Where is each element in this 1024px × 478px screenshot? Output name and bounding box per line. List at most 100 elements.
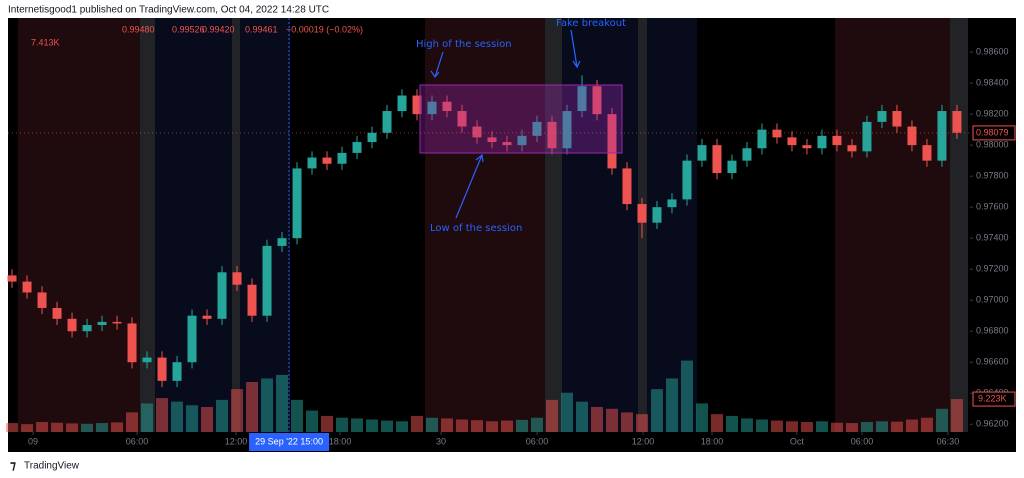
y-tick-label: 0.98000 — [976, 140, 1009, 150]
candle-body — [727, 160, 737, 174]
volume-bar — [351, 418, 364, 432]
volume-bar — [66, 423, 79, 432]
volume-bar — [156, 398, 169, 432]
candle-body — [442, 101, 452, 112]
candle-body — [262, 245, 272, 316]
volume-bar — [545, 399, 558, 432]
candle-body — [682, 160, 692, 200]
volume-bar — [905, 419, 918, 432]
volume-bar — [36, 422, 49, 432]
candle-body — [142, 357, 152, 363]
x-tick-label: 12:00 — [225, 436, 248, 446]
candle-body — [412, 95, 422, 115]
y-tick-label: 0.98200 — [976, 109, 1009, 119]
volume-bar — [770, 420, 783, 432]
candle-body — [742, 148, 752, 161]
volume-bar — [81, 423, 94, 432]
volume-bar — [141, 403, 154, 432]
x-tick-label: 06:00 — [526, 436, 549, 446]
candle-body — [322, 157, 332, 164]
volume-bar — [111, 422, 124, 432]
y-tick-label: 0.97800 — [976, 171, 1009, 181]
candle-body — [847, 145, 857, 152]
volume-bar — [590, 407, 603, 432]
candle-body — [817, 135, 827, 149]
x-tick-label: 06:30 — [937, 436, 960, 446]
x-tick-label: Oct — [790, 436, 805, 446]
candle-body — [607, 114, 617, 169]
volume-bar — [321, 415, 334, 432]
price-axis-bg — [970, 18, 1016, 432]
candle-body — [472, 126, 482, 138]
candle-body — [82, 325, 92, 332]
candle-body — [697, 145, 707, 161]
y-tick-label: 0.97000 — [976, 295, 1009, 305]
candle-body — [22, 281, 32, 293]
candle-body — [952, 111, 962, 133]
candle-body — [637, 204, 647, 223]
candle-body — [667, 199, 677, 208]
candle-body — [862, 121, 872, 152]
volume-bar — [950, 399, 963, 432]
volume-bar — [875, 421, 888, 432]
volume-layer — [6, 360, 963, 432]
candle-body — [577, 86, 587, 112]
candle-body — [712, 145, 722, 174]
x-tick-label: 06:00 — [851, 436, 874, 446]
candle-body — [127, 323, 137, 363]
candle-body — [892, 111, 902, 127]
volume-bar — [261, 378, 274, 432]
candle-body — [502, 142, 512, 146]
arrows — [430, 29, 581, 219]
x-tick-label: 30 — [436, 436, 446, 446]
legend-open: 0.99480 — [122, 24, 155, 34]
volume-bar — [725, 415, 738, 432]
volume-bar — [620, 412, 633, 432]
volume-bar — [920, 417, 933, 432]
y-tick-label: 0.97600 — [976, 202, 1009, 212]
candle-body — [37, 292, 47, 308]
volume-bar — [530, 417, 543, 432]
x-tick-label: 09 — [28, 436, 38, 446]
candle-body — [922, 145, 932, 161]
volume-bar — [486, 421, 498, 432]
candle-body — [172, 362, 182, 381]
logo-mark: ⁊ — [10, 458, 16, 472]
volume-bar — [456, 419, 469, 432]
candle-body — [802, 145, 812, 149]
candle-body — [67, 318, 77, 332]
volume-bar — [51, 422, 64, 432]
candle-body — [832, 135, 842, 146]
volume-bar — [291, 399, 304, 432]
candle-body — [367, 132, 377, 143]
volume-bar — [426, 417, 439, 432]
volume-bar — [560, 392, 573, 432]
candle-body — [292, 168, 302, 239]
session-box — [419, 84, 623, 154]
x-tick-label: 18:00 — [701, 436, 724, 446]
footer: TradingView — [24, 461, 80, 472]
legend-low: 0.99420 — [202, 24, 235, 34]
candle-body — [487, 137, 497, 143]
y-tick-label: 0.96800 — [976, 326, 1009, 336]
candle-body — [622, 168, 632, 205]
candle-layer — [7, 75, 962, 388]
y-tick-label: 0.96600 — [976, 357, 1009, 367]
volume-bar — [755, 419, 768, 432]
candle-body — [427, 101, 437, 115]
candle-body — [352, 142, 362, 153]
volume-bar — [186, 405, 199, 432]
volume-bar — [396, 421, 409, 432]
last-volume-label: 9.223K — [978, 393, 1007, 403]
volume-bar — [231, 389, 244, 432]
y-tick-label: 0.96200 — [976, 419, 1009, 429]
volume-bar — [635, 414, 648, 432]
volume-bar — [246, 382, 259, 432]
candle-body — [787, 137, 797, 146]
candle-body — [157, 357, 167, 381]
volume-bar — [890, 421, 903, 432]
y-tick-label: 0.97200 — [976, 264, 1009, 274]
volume-bar — [171, 401, 184, 432]
candle-body — [202, 315, 212, 319]
last-volume-box — [972, 391, 1016, 407]
